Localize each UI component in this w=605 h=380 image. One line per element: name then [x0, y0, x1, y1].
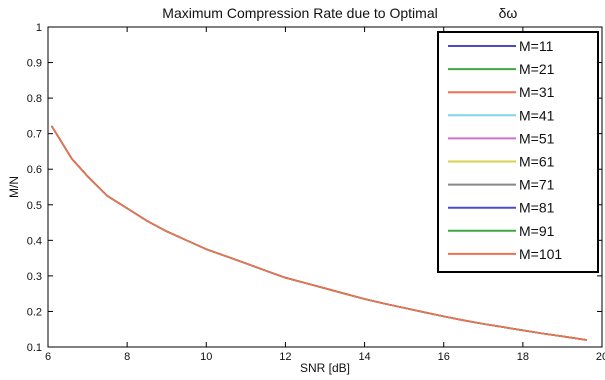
y-tick-label: 0.5	[27, 200, 42, 212]
y-tick-label: 0.4	[27, 235, 42, 247]
legend-label: M=71	[519, 177, 555, 193]
x-axis-label: SNR [dB]	[300, 361, 350, 375]
legend-label: M=31	[519, 84, 555, 100]
legend-label: M=41	[519, 107, 555, 123]
x-tick-label: 14	[358, 351, 370, 363]
legend: M=11 M=21 M=31 M=41 M=51 M=61 M=71 M=81 M=91 M=10…	[437, 31, 599, 273]
x-tick-label: 6	[45, 351, 51, 363]
x-tick-label: 20	[596, 351, 605, 363]
chart-title-symbol: δω	[499, 5, 518, 21]
legend-label: M=101	[519, 246, 562, 262]
series-layer	[51, 125, 588, 341]
legend-box	[437, 31, 599, 273]
series-line-m101	[51, 125, 588, 341]
y-tick-label: 0.7	[27, 129, 42, 141]
legend-label: M=51	[519, 130, 555, 146]
chart-title: Maximum Compression Rate due to Optimal	[162, 5, 437, 21]
y-tick-label: 0.3	[27, 271, 42, 283]
x-axis: 6 8 10 12 14 16 18 20	[45, 27, 605, 363]
legend-label: M=11	[519, 38, 554, 54]
legend-label: M=91	[519, 223, 555, 239]
y-tick-label: 1	[36, 22, 42, 34]
y-tick-label: 0.2	[27, 306, 42, 318]
x-tick-label: 12	[279, 351, 291, 363]
legend-label: M=61	[519, 154, 555, 170]
y-axis-label: M/N	[7, 176, 21, 198]
y-tick-label: 0.9	[27, 58, 42, 70]
y-tick-label: 0.6	[27, 164, 42, 176]
x-tick-label: 16	[438, 351, 450, 363]
x-tick-label: 10	[200, 351, 212, 363]
x-tick-label: 18	[517, 351, 529, 363]
legend-label: M=21	[519, 61, 555, 77]
y-tick-label: 0.1	[27, 342, 42, 354]
y-axis: 0.1 0.2 0.3 0.4 0.5 0.6 0.7 0.8 0.9 1	[27, 22, 602, 354]
x-tick-label: 8	[124, 351, 130, 363]
legend-label: M=81	[519, 200, 555, 216]
y-tick-label: 0.8	[27, 93, 42, 105]
